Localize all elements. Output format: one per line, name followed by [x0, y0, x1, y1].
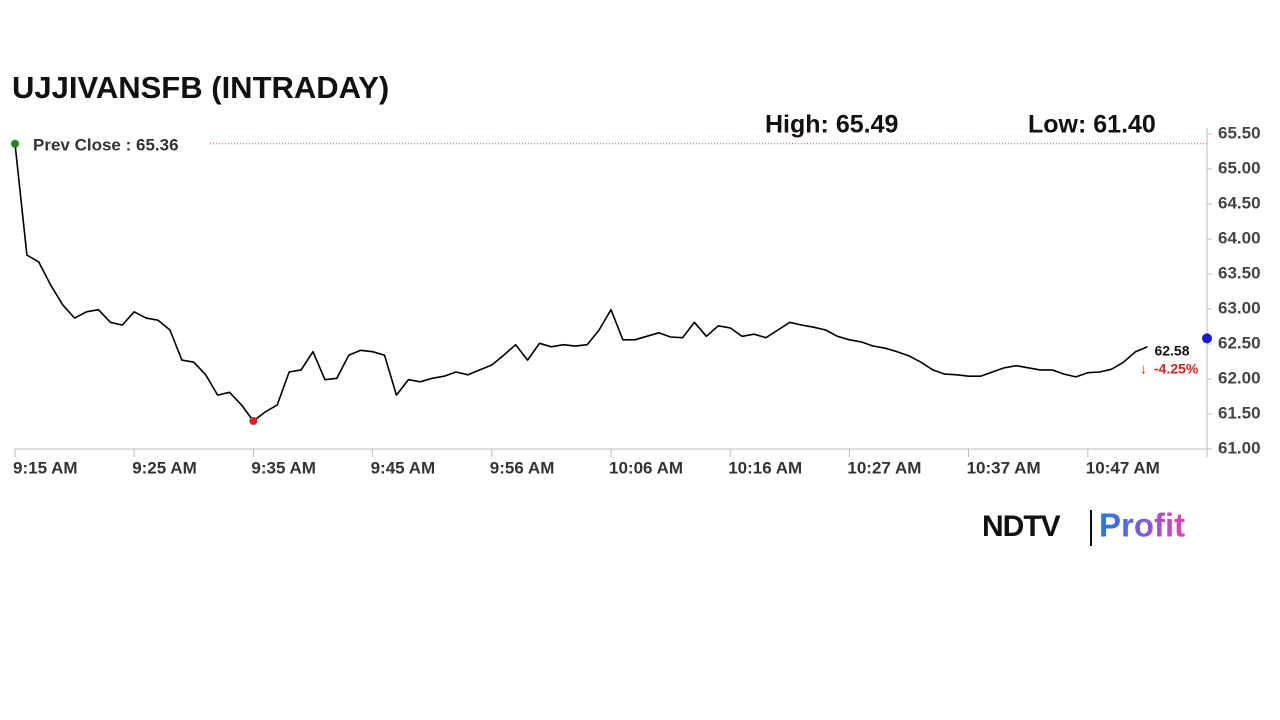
y-tick-label: 63.00 [1218, 298, 1261, 317]
high-label: High: 65.49 [765, 111, 898, 139]
change-label: -4.25% [1154, 361, 1199, 377]
open-marker [11, 139, 19, 148]
x-tick-label: 10:37 AM [967, 458, 1041, 477]
x-tick-label: 10:47 AM [1086, 458, 1160, 477]
low-label: Low: 61.40 [1028, 111, 1156, 139]
y-tick-label: 64.00 [1218, 228, 1261, 247]
y-tick-label: 65.00 [1218, 158, 1261, 177]
x-tick-label: 9:35 AM [251, 458, 316, 477]
last-price-marker [1202, 333, 1212, 344]
x-tick-label: 9:56 AM [490, 458, 555, 477]
x-tick-label: 9:45 AM [371, 458, 436, 477]
y-tick-label: 61.00 [1218, 438, 1261, 457]
y-tick-label: 62.50 [1218, 333, 1261, 352]
x-tick-label: 10:06 AM [609, 458, 683, 477]
logo-ndtv: NDTV [982, 510, 1061, 543]
change-arrow: ↓ [1140, 361, 1147, 377]
price-line [14, 143, 1148, 422]
low-marker [249, 417, 258, 425]
y-tick-label: 64.50 [1218, 193, 1261, 212]
x-tick-label: 10:16 AM [728, 458, 802, 477]
x-tick-label: 10:27 AM [847, 458, 921, 477]
y-tick-label: 65.50 [1218, 123, 1261, 142]
x-tick-label: 9:25 AM [132, 458, 197, 477]
chart-title: UJJIVANSFB (INTRADAY) [12, 70, 389, 105]
logo-profit: Profit [1099, 507, 1185, 544]
last-price-label: 62.58 [1154, 343, 1189, 359]
y-tick-label: 61.50 [1218, 403, 1261, 422]
prev-close-label: Prev Close : 65.36 [33, 135, 179, 154]
y-tick-label: 63.50 [1218, 263, 1261, 282]
x-tick-label: 9:15 AM [13, 458, 78, 477]
y-tick-label: 62.00 [1218, 368, 1261, 387]
